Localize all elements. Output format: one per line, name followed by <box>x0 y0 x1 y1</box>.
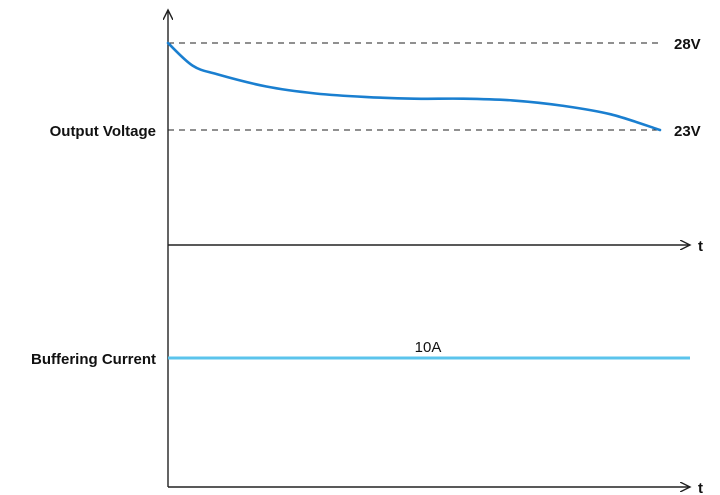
voltage-curve <box>166 41 662 132</box>
ref-label-28v: 28V <box>674 36 701 53</box>
y-label-output-voltage: Output Voltage <box>50 123 156 140</box>
y-label-buffering-current: Buffering Current <box>31 351 156 368</box>
ref-label-23v: 23V <box>674 123 701 140</box>
x-axis-top-label: t <box>698 238 703 255</box>
x-axis-bottom-label: t <box>698 480 703 495</box>
current-value-label: 10A <box>415 339 442 356</box>
